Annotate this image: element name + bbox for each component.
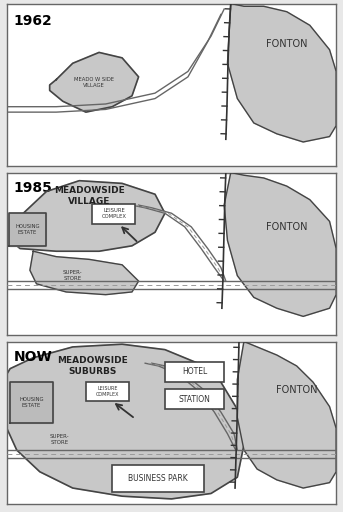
- Polygon shape: [9, 213, 46, 246]
- Text: HOUSING
ESTATE: HOUSING ESTATE: [15, 224, 39, 235]
- Text: NOW: NOW: [13, 350, 52, 364]
- Bar: [112, 465, 204, 492]
- Text: HOTEL: HOTEL: [182, 368, 207, 376]
- Text: FONTON: FONTON: [276, 386, 317, 395]
- Polygon shape: [227, 4, 336, 142]
- Polygon shape: [224, 173, 336, 316]
- Text: HOUSING
ESTATE: HOUSING ESTATE: [19, 397, 44, 408]
- Text: MEADOWSIDE
VILLAGE: MEADOWSIDE VILLAGE: [54, 185, 125, 206]
- Polygon shape: [30, 251, 139, 295]
- Bar: [165, 362, 224, 382]
- Text: SUPER-
STORE: SUPER- STORE: [50, 434, 69, 445]
- Bar: [93, 204, 135, 224]
- Text: SUPER-
STORE: SUPER- STORE: [63, 270, 83, 281]
- Text: MEADO W SIDE
VILLAGE: MEADO W SIDE VILLAGE: [74, 77, 114, 88]
- Text: FONTON: FONTON: [266, 39, 307, 49]
- Text: LEISURE
COMPLEX: LEISURE COMPLEX: [96, 386, 119, 397]
- Polygon shape: [50, 52, 139, 112]
- Polygon shape: [7, 344, 244, 499]
- Text: 1985: 1985: [13, 181, 52, 195]
- Bar: [86, 382, 129, 401]
- Polygon shape: [10, 181, 165, 251]
- Text: 1962: 1962: [13, 14, 52, 29]
- Text: BUSINESS PARK: BUSINESS PARK: [129, 474, 188, 483]
- Text: MEADOWSIDE
SUBURBS: MEADOWSIDE SUBURBS: [57, 356, 128, 376]
- Polygon shape: [10, 382, 53, 423]
- Text: STATION: STATION: [179, 395, 211, 403]
- Polygon shape: [237, 342, 336, 488]
- Text: LEISURE
COMPLEX: LEISURE COMPLEX: [102, 208, 126, 219]
- Text: FONTON: FONTON: [266, 222, 307, 232]
- Bar: [165, 389, 224, 410]
